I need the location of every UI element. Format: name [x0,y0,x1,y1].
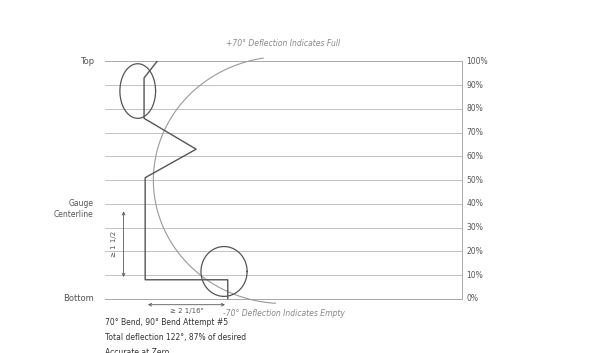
Text: +70° Deflection Indicates Full: +70° Deflection Indicates Full [226,39,341,48]
Text: ≥ 2 1/16": ≥ 2 1/16" [170,308,203,314]
Text: 90%: 90% [467,80,484,90]
Text: 100%: 100% [467,57,488,66]
Text: -70° Deflection Indicates Empty: -70° Deflection Indicates Empty [223,310,344,318]
Text: Top: Top [80,57,94,66]
Text: 60%: 60% [467,152,484,161]
Text: 80%: 80% [467,104,484,113]
Text: 20%: 20% [467,247,484,256]
Text: 10%: 10% [467,270,484,280]
Text: 70° Bend, 90° Bend Attempt #5: 70° Bend, 90° Bend Attempt #5 [105,318,228,327]
Text: 70%: 70% [467,128,484,137]
Text: ≥ 1 1/2: ≥ 1 1/2 [112,231,118,257]
Text: Gauge
Centerline: Gauge Centerline [54,198,94,219]
Text: 40%: 40% [467,199,484,208]
Text: 30%: 30% [467,223,484,232]
Text: 0%: 0% [467,294,479,303]
Text: Accurate at Zero: Accurate at Zero [105,348,169,353]
Text: Total deflection 122°, 87% of desired: Total deflection 122°, 87% of desired [105,333,246,342]
Text: Bottom: Bottom [63,294,94,303]
Text: 50%: 50% [467,175,484,185]
